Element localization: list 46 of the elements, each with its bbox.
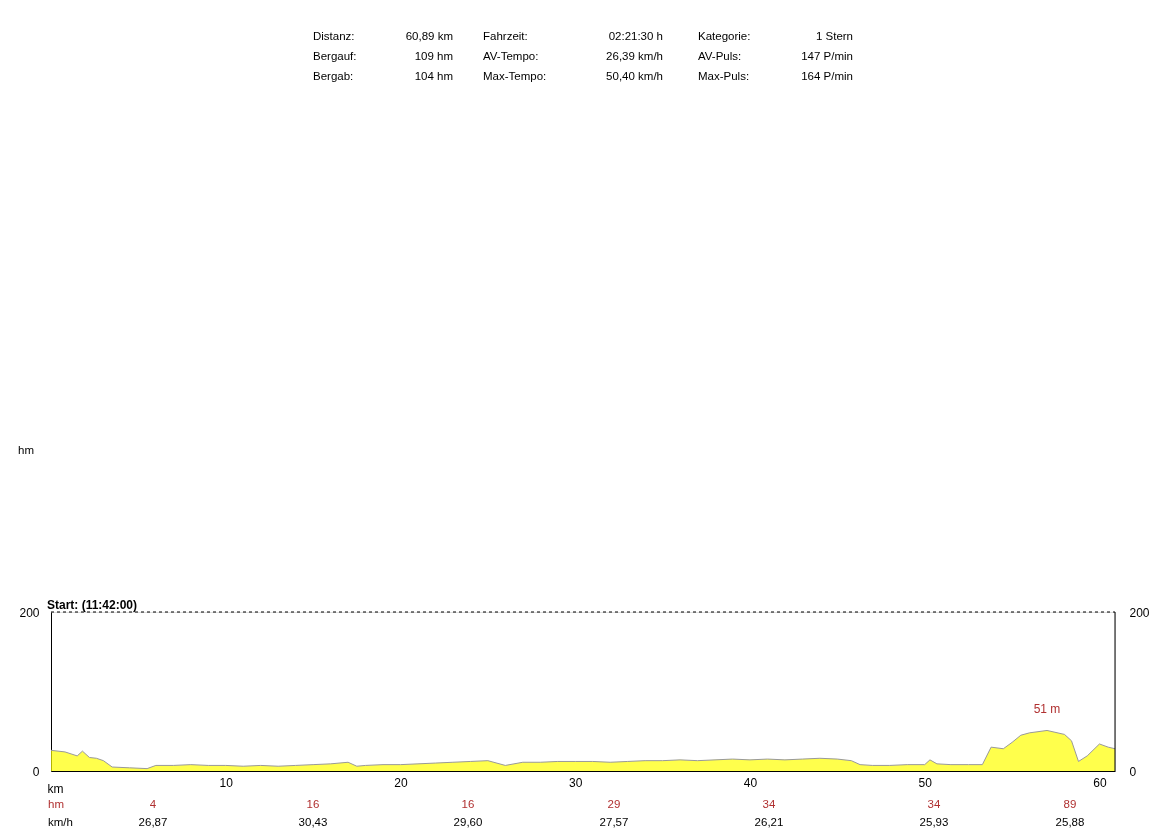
- text: 25,88: [1055, 816, 1085, 828]
- text: Max-Tempo:: [483, 70, 547, 82]
- text: 16: [461, 798, 475, 810]
- annotation: Start: (11:42:00): [47, 598, 138, 612]
- text: 26,87: [138, 816, 168, 828]
- text: Kategorie:: [698, 30, 751, 42]
- text: 29: [607, 798, 621, 810]
- text: hm: [18, 444, 34, 456]
- text: Bergab:: [313, 70, 354, 82]
- text: 60,89 km: [405, 30, 453, 42]
- x-tick-label: 10: [219, 775, 234, 790]
- text: Fahrzeit:: [483, 30, 528, 42]
- text: Bergauf:: [313, 50, 357, 62]
- text: AV-Tempo:: [483, 50, 539, 62]
- text: 89: [1063, 798, 1077, 810]
- text: 27,57: [599, 816, 629, 828]
- y2-tick-label: 0: [1129, 764, 1137, 779]
- text: 02:21:30 h: [608, 30, 663, 42]
- text: 4: [149, 798, 157, 810]
- text: 26,39 km/h: [606, 50, 663, 62]
- text: 147 P/min: [801, 50, 853, 62]
- x-tick-label: 40: [743, 775, 758, 790]
- text: hm: [48, 798, 64, 810]
- y2-tick-label: 200: [1129, 605, 1150, 620]
- text: km/h: [48, 816, 73, 828]
- text: Distanz:: [313, 30, 355, 42]
- text: AV-Puls:: [698, 50, 742, 62]
- x-tick-label: 30: [569, 775, 583, 790]
- x-tick-label: 60: [1093, 775, 1107, 790]
- text: 1 Stern: [815, 30, 853, 42]
- text: 30,43: [298, 816, 328, 828]
- x-tick-label: 20: [394, 775, 408, 790]
- text: 25,93: [919, 816, 949, 828]
- text: Max-Puls:: [698, 70, 750, 82]
- x-axis-title: km: [47, 781, 64, 796]
- text: 109 hm: [414, 50, 453, 62]
- text: 164 P/min: [801, 70, 853, 82]
- text: 16: [306, 798, 320, 810]
- x-tick-label: 50: [918, 775, 933, 790]
- text: 29,60: [453, 816, 483, 828]
- text: 34: [927, 798, 941, 810]
- text: 104 hm: [414, 70, 453, 82]
- text: 50,40 km/h: [606, 70, 663, 82]
- text: 34: [762, 798, 776, 810]
- annotation: 51 m: [1033, 702, 1061, 717]
- text: 26,21: [754, 816, 784, 828]
